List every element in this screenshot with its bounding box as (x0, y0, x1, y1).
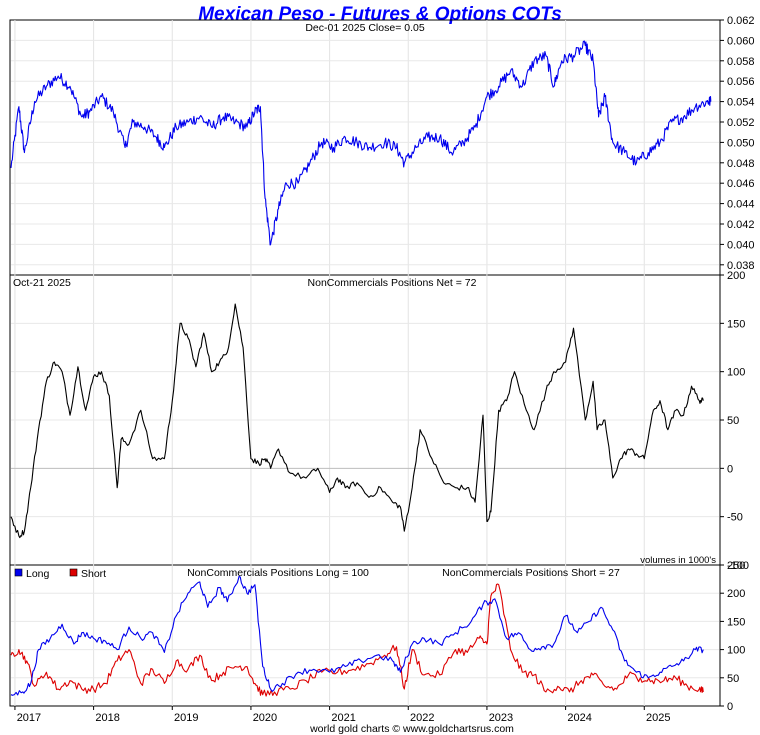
legend-short-swatch (69, 568, 78, 577)
long-positions-line (10, 575, 704, 696)
tick-layer: 2017 2018 2019 2020 2021 2022 2023 2024 2025 0.06… (14, 15, 755, 724)
y-tick-label: 0.052 (727, 117, 755, 129)
y-tick-label: 0.054 (727, 97, 755, 109)
net-date-label: Oct-21 2025 (13, 277, 71, 289)
y-tick-label: 0.044 (727, 199, 755, 211)
y-tick-label: 150 (727, 318, 745, 330)
x-tick-label: 2020 (253, 712, 277, 724)
price-subtitle: Dec-01 2025 Close= 0.05 (305, 22, 425, 34)
x-tick-label: 2018 (95, 712, 119, 724)
y-tick-label: 200 (727, 588, 745, 600)
y-tick-label: 0 (727, 701, 733, 713)
y-tick-label: 100 (727, 645, 745, 657)
y-tick-label: 50 (727, 415, 739, 427)
y-tick-label: 0.050 (727, 137, 755, 149)
long-short-panel-frame (9, 564, 721, 707)
y-tick-label: 50 (727, 673, 739, 685)
y-tick-label: 0.048 (727, 158, 755, 170)
short-positions-line (10, 583, 704, 697)
y-tick-label: 0 (727, 463, 733, 475)
long-positions-label: NonCommercials Positions Long = 100 (187, 567, 369, 579)
y-tick-label: -100 (727, 560, 749, 572)
net-title: NonCommercials Positions Net = 72 (308, 277, 477, 289)
y-tick-label: 0.040 (727, 239, 755, 251)
y-tick-label: 0.056 (727, 76, 755, 88)
x-tick-label: 2024 (567, 712, 591, 724)
series-layer (10, 40, 712, 697)
y-tick-label: 0.046 (727, 178, 755, 190)
x-tick-label: 2021 (331, 712, 355, 724)
y-tick-label: 0.042 (727, 219, 755, 231)
legend-short-label: Short (81, 568, 106, 580)
short-positions-label: NonCommercials Positions Short = 27 (442, 567, 620, 579)
legend-long-label: Long (26, 568, 50, 580)
price-line (10, 40, 712, 246)
grid-layer (11, 20, 719, 706)
y-tick-label: 0.060 (727, 35, 755, 47)
y-tick-label: 0.058 (727, 56, 755, 68)
footer-credit: world gold charts © www.goldchartsrus.co… (309, 723, 514, 735)
price-panel-frame (9, 19, 721, 276)
y-tick-label: 250 (727, 560, 745, 572)
y-tick-label: 100 (727, 367, 745, 379)
x-tick-label: 2025 (646, 712, 670, 724)
y-tick-label: 150 (727, 616, 745, 628)
x-tick-label: 2023 (489, 712, 513, 724)
volumes-note: volumes in 1000's (640, 555, 716, 566)
legend-long-swatch (14, 568, 23, 577)
x-tick-label: 2019 (174, 712, 198, 724)
y-tick-label: 0.062 (727, 15, 755, 27)
net-positions-line (10, 303, 704, 539)
y-tick-label: -50 (727, 512, 743, 524)
x-tick-label: 2022 (410, 712, 434, 724)
y-tick-label: 0.038 (727, 260, 755, 272)
y-tick-label: 200 (727, 270, 745, 282)
x-tick-label: 2017 (17, 712, 41, 724)
